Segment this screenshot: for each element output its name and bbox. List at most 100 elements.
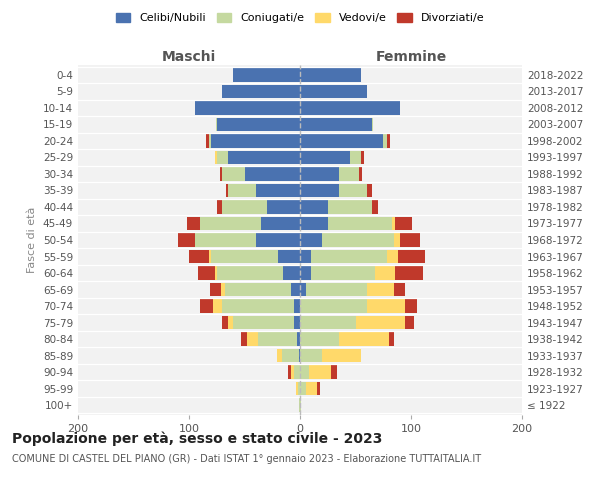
Bar xyxy=(194,233,256,247)
Bar xyxy=(395,216,412,230)
Bar xyxy=(300,118,372,131)
Bar xyxy=(394,233,400,247)
Bar xyxy=(298,382,300,396)
Bar xyxy=(386,250,398,264)
Bar xyxy=(400,233,420,247)
Text: Maschi: Maschi xyxy=(162,50,216,64)
Bar xyxy=(300,184,339,197)
Bar xyxy=(406,316,415,330)
Bar xyxy=(376,266,395,280)
Bar xyxy=(305,382,317,396)
Bar xyxy=(261,216,300,230)
Bar xyxy=(300,233,322,247)
Bar xyxy=(300,150,350,164)
Bar xyxy=(221,283,224,296)
Bar xyxy=(372,118,373,131)
Bar xyxy=(210,283,221,296)
Bar xyxy=(228,184,256,197)
Bar xyxy=(247,332,258,346)
Bar xyxy=(317,382,320,396)
Bar xyxy=(300,349,322,362)
Bar xyxy=(398,250,425,264)
Bar xyxy=(311,266,376,280)
Bar xyxy=(178,233,194,247)
Bar xyxy=(361,150,364,164)
Bar xyxy=(217,150,228,164)
Bar xyxy=(233,316,295,330)
Text: Femmine: Femmine xyxy=(376,50,446,64)
Bar xyxy=(296,382,298,396)
Text: COMUNE DI CASTEL DEL PIANO (GR) - Dati ISTAT 1° gennaio 2023 - Elaborazione TUTT: COMUNE DI CASTEL DEL PIANO (GR) - Dati I… xyxy=(12,454,481,464)
Bar xyxy=(300,167,339,180)
Bar xyxy=(328,200,372,214)
Bar xyxy=(291,366,295,379)
Bar xyxy=(223,167,245,180)
Bar xyxy=(339,184,367,197)
Bar xyxy=(200,216,261,230)
Bar xyxy=(283,266,300,280)
Bar xyxy=(288,366,291,379)
Bar xyxy=(296,332,300,346)
Bar xyxy=(386,134,390,147)
Bar xyxy=(206,134,209,147)
Bar xyxy=(300,332,339,346)
Bar xyxy=(209,134,211,147)
Bar xyxy=(300,398,301,412)
Bar xyxy=(295,316,300,330)
Bar xyxy=(228,316,233,330)
Bar xyxy=(211,250,278,264)
Bar xyxy=(300,216,328,230)
Bar xyxy=(300,366,309,379)
Bar xyxy=(245,167,300,180)
Bar xyxy=(215,266,217,280)
Bar xyxy=(300,283,305,296)
Bar xyxy=(356,316,406,330)
Bar xyxy=(311,250,386,264)
Bar xyxy=(214,300,223,313)
Bar xyxy=(217,266,283,280)
Bar xyxy=(300,101,400,114)
Bar xyxy=(350,150,361,164)
Bar xyxy=(215,150,217,164)
Legend: Celibi/Nubili, Coniugati/e, Vedovi/e, Divorziati/e: Celibi/Nubili, Coniugati/e, Vedovi/e, Di… xyxy=(111,8,489,28)
Bar xyxy=(226,184,228,197)
Bar xyxy=(223,200,267,214)
Bar xyxy=(309,366,331,379)
Bar xyxy=(300,250,311,264)
Bar xyxy=(295,366,300,379)
Bar xyxy=(217,200,223,214)
Bar xyxy=(189,250,209,264)
Bar xyxy=(300,382,305,396)
Bar xyxy=(300,316,356,330)
Bar xyxy=(300,68,361,82)
Bar xyxy=(277,349,282,362)
Bar xyxy=(322,349,361,362)
Bar xyxy=(295,300,300,313)
Bar xyxy=(223,300,295,313)
Bar xyxy=(198,266,215,280)
Bar xyxy=(241,332,247,346)
Bar xyxy=(359,167,362,180)
Bar xyxy=(300,266,311,280)
Bar xyxy=(395,266,423,280)
Bar xyxy=(224,283,291,296)
Y-axis label: Fasce di età: Fasce di età xyxy=(28,207,37,273)
Bar xyxy=(392,216,395,230)
Bar xyxy=(258,332,296,346)
Bar xyxy=(209,250,211,264)
Bar xyxy=(367,283,394,296)
Bar xyxy=(300,134,383,147)
Bar xyxy=(299,398,300,412)
Bar xyxy=(372,200,378,214)
Bar xyxy=(256,184,300,197)
Bar xyxy=(256,233,300,247)
Bar xyxy=(187,216,200,230)
Bar xyxy=(282,349,299,362)
Bar xyxy=(300,84,367,98)
Bar xyxy=(383,134,386,147)
Bar xyxy=(339,332,389,346)
Bar xyxy=(367,184,372,197)
Bar xyxy=(223,84,300,98)
Bar xyxy=(367,300,406,313)
Bar xyxy=(300,200,328,214)
